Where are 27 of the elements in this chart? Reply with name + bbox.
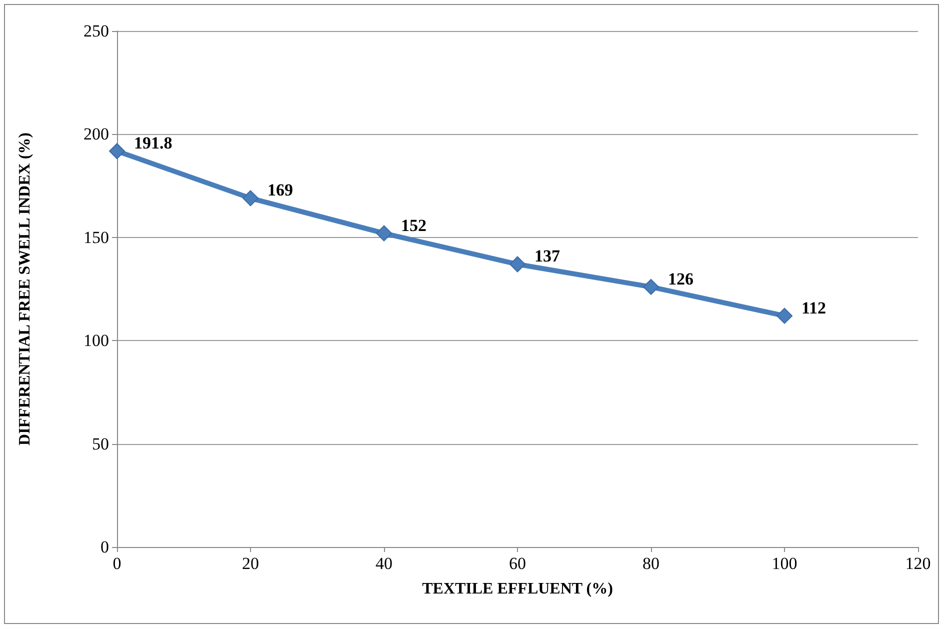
point xyxy=(109,143,125,160)
x-axis-title: TEXTILE EFFLUENT (%) xyxy=(422,580,613,598)
x-tick-label: 0 xyxy=(112,554,122,573)
x-tick-label: 120 xyxy=(905,554,931,573)
y-axis-title: DIFFERENTIAL FREE SWELL INDEX (%) xyxy=(16,132,34,446)
y-tick-label: 150 xyxy=(84,228,109,247)
y-tick-label: 100 xyxy=(84,331,109,350)
y-tick-label: 0 xyxy=(100,538,109,556)
x-tick-label: 100 xyxy=(772,554,798,573)
data-label: 191.8 xyxy=(134,134,172,153)
data-label: 126 xyxy=(668,269,694,288)
x-tick-label: 40 xyxy=(376,554,392,573)
y-tick-label: 250 xyxy=(84,22,109,40)
data-label: 112 xyxy=(802,298,826,318)
x-tick-label: 60 xyxy=(509,554,526,573)
y-tick-label: 200 xyxy=(84,124,109,144)
y-tick-label: 50 xyxy=(92,434,109,454)
data-label: 169 xyxy=(268,180,293,200)
point xyxy=(643,278,659,295)
data-label: 137 xyxy=(534,246,560,266)
point xyxy=(242,190,258,206)
x-tick-label: 20 xyxy=(242,554,259,573)
point xyxy=(776,308,792,324)
point xyxy=(376,225,392,242)
x-tick-label: 80 xyxy=(642,554,660,573)
data-label: 152 xyxy=(401,216,426,235)
point xyxy=(510,256,526,272)
